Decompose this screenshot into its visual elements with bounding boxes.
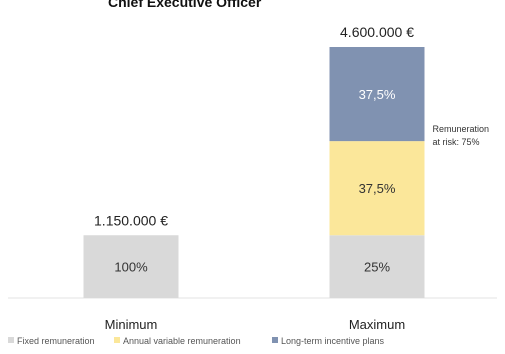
legend-label-long-term-incentive-plans: Long-term incentive plans: [281, 336, 385, 346]
category-label-minimum: Minimum: [105, 317, 158, 332]
bars-layer: [83, 47, 425, 298]
legend-swatch-long-term-incentive-plans: [272, 337, 278, 343]
legend-label-fixed-remuneration: Fixed remuneration: [17, 336, 95, 346]
legend-layer: Fixed remuneration Annual variable remune…: [8, 336, 385, 346]
annotation-line-1: Remuneration: [433, 124, 490, 134]
total-label-maximum: 4.600.000 €: [340, 24, 414, 40]
category-label-maximum: Maximum: [349, 317, 405, 332]
annotation-layer: Remuneration at risk: 75%: [433, 124, 490, 147]
annotation-line-2: at risk: 75%: [433, 137, 480, 147]
legend-label-annual-variable-remuneration: Annual variable remuneration: [123, 336, 241, 346]
chart-title: Chief Executive Officer: [108, 0, 262, 10]
segment-label-maximum-annual-variable-remuneration: 37,5%: [359, 181, 396, 196]
bar-maximum-fixed-remuneration: [329, 235, 425, 298]
segment-label-maximum-fixed-remuneration: 25%: [364, 260, 390, 275]
bar-minimum-fixed-remuneration: [83, 235, 179, 298]
total-label-minimum: 1.150.000 €: [94, 212, 168, 228]
legend-swatch-annual-variable-remuneration: [114, 337, 120, 343]
bar-maximum-annual-variable-remuneration: [329, 141, 425, 236]
labels-layer: 100% 1.150.000 € Minimum 25% 37,5% 37,5% 4.600…: [94, 24, 414, 332]
legend-swatch-fixed-remuneration: [8, 337, 14, 343]
bar-maximum-long-term-incentive-plans: [329, 47, 425, 142]
segment-label-maximum-long-term-incentive-plans: 37,5%: [359, 87, 396, 102]
segment-label-minimum-fixed-remuneration: 100%: [114, 260, 148, 275]
